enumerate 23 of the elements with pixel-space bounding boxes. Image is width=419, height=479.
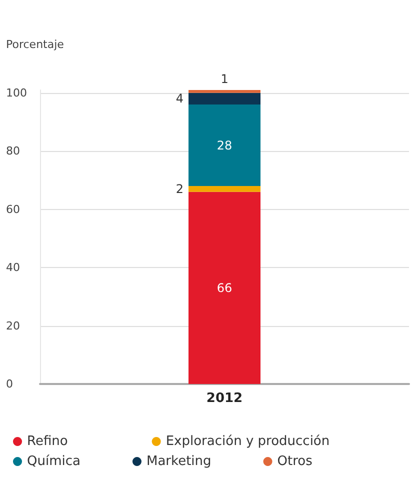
y-tick-label: 40 (6, 261, 20, 274)
data-label: 28 (216, 138, 232, 152)
data-label: 2 (176, 182, 184, 196)
legend-label: Exploración y producción (166, 434, 330, 449)
bar (188, 104, 260, 186)
bar (188, 92, 260, 105)
y-tick-label: 20 (6, 319, 20, 332)
bar (188, 192, 260, 384)
x-tick-label: 2012 (206, 391, 243, 406)
y-tick-label: 60 (6, 202, 20, 216)
y-tick-label: 100 (6, 86, 27, 100)
y-tick-label: 80 (6, 144, 20, 158)
data-label: 66 (216, 280, 232, 295)
legend-label: Química (27, 454, 80, 469)
bar (188, 90, 260, 93)
y-axis-title: Porcentaje (6, 38, 64, 51)
legend-label: Marketing (146, 454, 212, 469)
legend-label: Otros (277, 454, 313, 469)
y-tick-label: 0 (6, 378, 13, 390)
bar (188, 186, 260, 192)
legend-label: Refino (27, 434, 68, 449)
data-label: 1 (220, 72, 228, 86)
data-label: 4 (176, 92, 184, 106)
